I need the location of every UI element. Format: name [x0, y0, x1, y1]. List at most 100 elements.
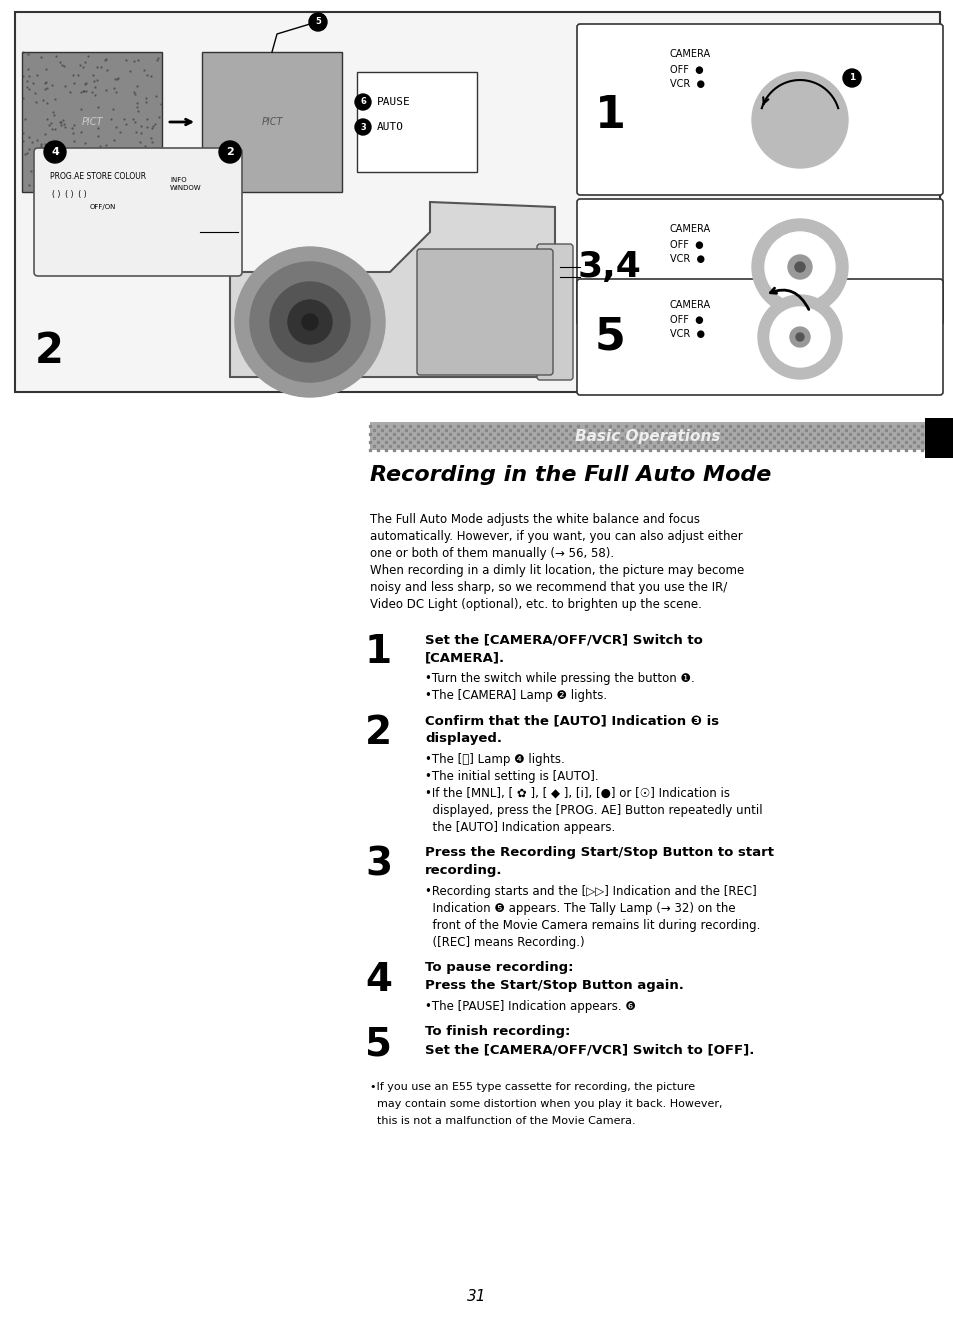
Text: 6: 6: [359, 97, 366, 107]
FancyBboxPatch shape: [356, 72, 476, 172]
Text: 5: 5: [365, 1026, 392, 1063]
Circle shape: [751, 218, 847, 314]
Text: 31: 31: [467, 1289, 486, 1304]
FancyBboxPatch shape: [416, 249, 553, 376]
Text: recording.: recording.: [424, 864, 502, 876]
Circle shape: [787, 108, 811, 132]
Text: •The [PAUSE] Indication appears. ❻: •The [PAUSE] Indication appears. ❻: [424, 1000, 636, 1014]
Text: •Turn the switch while pressing the button ❶.: •Turn the switch while pressing the butt…: [424, 673, 694, 685]
Circle shape: [234, 246, 385, 397]
FancyBboxPatch shape: [577, 198, 942, 325]
Text: noisy and less sharp, so we recommend that you use the IR/: noisy and less sharp, so we recommend th…: [370, 581, 726, 594]
FancyBboxPatch shape: [34, 148, 242, 276]
Text: automatically. However, if you want, you can also adjust either: automatically. However, if you want, you…: [370, 530, 742, 543]
Text: Recording in the Full Auto Mode: Recording in the Full Auto Mode: [370, 465, 771, 485]
Text: [CAMERA].: [CAMERA].: [424, 651, 504, 663]
Text: When recording in a dimly lit location, the picture may become: When recording in a dimly lit location, …: [370, 563, 743, 577]
Text: front of the Movie Camera remains lit during recording.: front of the Movie Camera remains lit du…: [424, 919, 760, 932]
Text: OFF  ●: OFF ●: [669, 240, 703, 250]
Text: VCR  ●: VCR ●: [669, 79, 704, 89]
Text: •If the [MNL], [ ✿ ], [ ◆ ], [i], [●] or [☉] Indication is: •If the [MNL], [ ✿ ], [ ◆ ], [i], [●] or…: [424, 787, 729, 801]
Text: PROG.AE STORE COLOUR: PROG.AE STORE COLOUR: [50, 172, 146, 181]
Text: 2: 2: [365, 714, 392, 753]
Circle shape: [842, 69, 861, 87]
Circle shape: [219, 141, 241, 163]
Text: PICT: PICT: [81, 117, 103, 127]
Text: may contain some distortion when you play it back. However,: may contain some distortion when you pla…: [370, 1099, 721, 1110]
Text: ([REC] means Recording.): ([REC] means Recording.): [424, 936, 584, 948]
Circle shape: [355, 95, 371, 111]
Text: The Full Auto Mode adjusts the white balance and focus: The Full Auto Mode adjusts the white bal…: [370, 513, 700, 526]
Circle shape: [794, 115, 804, 125]
Text: 5: 5: [594, 316, 625, 358]
Circle shape: [302, 314, 317, 330]
Circle shape: [795, 333, 803, 341]
Text: 3: 3: [359, 123, 366, 132]
Text: 4: 4: [365, 960, 392, 999]
Circle shape: [764, 85, 834, 155]
Text: Indication ❺ appears. The Tally Lamp (→ 32) on the: Indication ❺ appears. The Tally Lamp (→ …: [424, 902, 735, 915]
Text: 1: 1: [365, 633, 392, 671]
Circle shape: [794, 262, 804, 272]
FancyBboxPatch shape: [577, 24, 942, 194]
Circle shape: [764, 232, 834, 302]
Circle shape: [355, 119, 371, 135]
Text: CAMERA: CAMERA: [669, 49, 710, 59]
Text: one or both of them manually (→ 56, 58).: one or both of them manually (→ 56, 58).: [370, 547, 614, 559]
FancyBboxPatch shape: [22, 52, 162, 192]
Text: OFF  ●: OFF ●: [669, 314, 703, 325]
FancyBboxPatch shape: [577, 278, 942, 396]
Text: 5: 5: [314, 17, 320, 27]
Polygon shape: [230, 202, 555, 377]
Text: Basic Operations: Basic Operations: [575, 429, 720, 444]
Text: Set the [CAMERA/OFF/VCR] Switch to [OFF].: Set the [CAMERA/OFF/VCR] Switch to [OFF]…: [424, 1043, 754, 1056]
Text: •The [Ⓐ] Lamp ❹ lights.: •The [Ⓐ] Lamp ❹ lights.: [424, 753, 564, 766]
Text: 4: 4: [51, 147, 59, 157]
Text: PAUSE: PAUSE: [376, 97, 411, 107]
Circle shape: [789, 326, 809, 348]
Text: •If you use an E55 type cassette for recording, the picture: •If you use an E55 type cassette for rec…: [370, 1082, 695, 1092]
Text: To finish recording:: To finish recording:: [424, 1026, 570, 1038]
Circle shape: [769, 306, 829, 368]
Text: CAMERA: CAMERA: [669, 224, 710, 234]
Text: 2: 2: [35, 330, 64, 372]
Text: 3: 3: [365, 846, 392, 884]
Text: INFO
WINDOW: INFO WINDOW: [170, 177, 201, 190]
Circle shape: [758, 294, 841, 380]
Text: Press the Recording Start/Stop Button to start: Press the Recording Start/Stop Button to…: [424, 846, 773, 859]
Text: the [AUTO] Indication appears.: the [AUTO] Indication appears.: [424, 821, 615, 834]
Text: Video DC Light (optional), etc. to brighten up the scene.: Video DC Light (optional), etc. to brigh…: [370, 598, 701, 611]
FancyBboxPatch shape: [537, 244, 573, 380]
Text: 1: 1: [594, 93, 625, 136]
Text: PICT: PICT: [261, 117, 282, 127]
Circle shape: [44, 141, 66, 163]
Text: VCR  ●: VCR ●: [669, 329, 704, 340]
Text: VCR  ●: VCR ●: [669, 254, 704, 264]
Circle shape: [787, 254, 811, 278]
FancyBboxPatch shape: [15, 12, 939, 392]
Text: Set the [CAMERA/OFF/VCR] Switch to: Set the [CAMERA/OFF/VCR] Switch to: [424, 633, 702, 646]
Text: •Recording starts and the [▷▷] Indication and the [REC]: •Recording starts and the [▷▷] Indicatio…: [424, 884, 756, 898]
Text: 1: 1: [848, 73, 854, 83]
Text: 3,4: 3,4: [578, 250, 641, 284]
Text: To pause recording:: To pause recording:: [424, 960, 573, 974]
Text: Press the Start/Stop Button again.: Press the Start/Stop Button again.: [424, 979, 683, 992]
Text: •The initial setting is [AUTO].: •The initial setting is [AUTO].: [424, 770, 598, 783]
Text: •The [CAMERA] Lamp ❷ lights.: •The [CAMERA] Lamp ❷ lights.: [424, 689, 606, 702]
Circle shape: [270, 282, 350, 362]
Text: OFF/ON: OFF/ON: [90, 204, 116, 210]
Circle shape: [751, 72, 847, 168]
Text: displayed.: displayed.: [424, 733, 501, 745]
FancyBboxPatch shape: [924, 418, 952, 458]
Text: displayed, press the [PROG. AE] Button repeatedly until: displayed, press the [PROG. AE] Button r…: [424, 805, 761, 817]
Circle shape: [309, 13, 327, 31]
Circle shape: [250, 262, 370, 382]
Text: Confirm that the [AUTO] Indication ❸ is: Confirm that the [AUTO] Indication ❸ is: [424, 714, 719, 727]
Text: this is not a malfunction of the Movie Camera.: this is not a malfunction of the Movie C…: [370, 1116, 635, 1126]
Text: 2: 2: [226, 147, 233, 157]
FancyBboxPatch shape: [202, 52, 341, 192]
Text: ( )  ( )  ( ): ( ) ( ) ( ): [52, 190, 87, 198]
Text: OFF  ●: OFF ●: [669, 65, 703, 75]
Text: CAMERA: CAMERA: [669, 300, 710, 310]
Circle shape: [288, 300, 332, 344]
